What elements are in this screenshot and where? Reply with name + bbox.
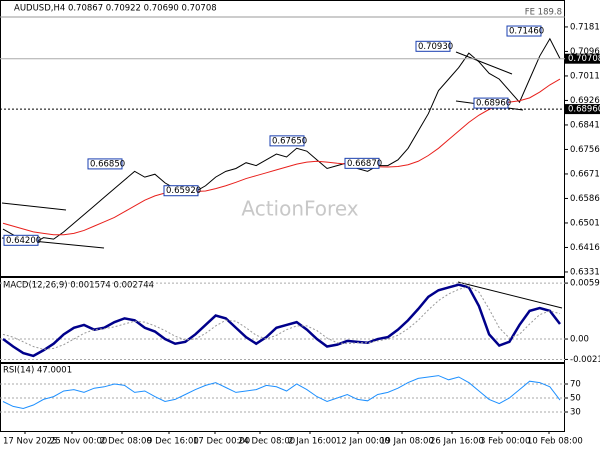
annotation-box — [163, 185, 199, 197]
annotation-box — [3, 234, 39, 246]
series-line — [2, 37, 561, 244]
header: AUDUSD,H4 0.70867 0.70922 0.70690 0.7070… — [14, 4, 217, 14]
annotation-box — [87, 158, 123, 170]
y-tick-label: -0.002177 — [570, 355, 600, 365]
x-tick-label: 25 Nov 00:00 — [50, 437, 107, 447]
annotation-box — [269, 135, 305, 147]
annotation-label: 0.66870 — [347, 159, 382, 169]
y-tick-label: 0.005964 — [570, 279, 600, 289]
series-line — [2, 285, 561, 350]
x-tick-label: 3 Feb 00:00 — [480, 437, 530, 447]
annotation-label: 0.66850 — [90, 159, 125, 169]
trendline — [455, 51, 513, 75]
x-tick-label: 10 Feb 08:00 — [527, 437, 583, 447]
annotation-label: 0.71460 — [509, 27, 544, 37]
annotation-box — [473, 97, 509, 109]
x-tick-label: 12 Jan 00:00 — [336, 437, 390, 447]
x-tick-label: 19 Jan 08:00 — [380, 437, 434, 447]
annotation-label: 0.65920 — [166, 186, 201, 196]
price-panel — [0, 0, 565, 277]
y-tick-label: 30 — [570, 408, 581, 418]
watermark: ActionForex — [241, 197, 358, 221]
price-label: 0.70708 — [568, 54, 600, 64]
x-tick-label: 26 Jan 16:00 — [430, 437, 484, 447]
fe-label: FE 189.8 — [525, 8, 562, 18]
x-tick-label: 17 Dec 00:00 — [193, 437, 250, 447]
macd-title: MACD(12,26,9) 0.001574 0.002744 — [3, 281, 154, 291]
annotation-label: 0.70930 — [418, 42, 453, 52]
y-tick-label: 0.00 — [570, 335, 589, 345]
annotation-label: 0.67650 — [272, 136, 307, 146]
annotation-label: 0.64200 — [6, 236, 41, 246]
level-label: 0.68960 — [568, 105, 600, 115]
trendline — [1, 202, 67, 211]
price-box — [565, 53, 600, 64]
y-tick-label: 70 — [570, 379, 581, 389]
trendline — [457, 281, 563, 309]
series-line — [2, 283, 561, 358]
y-tick-label: 50 — [570, 394, 581, 404]
annotation-box — [344, 157, 380, 169]
series-line — [2, 375, 561, 410]
level-box — [565, 104, 600, 115]
annotation-box — [415, 40, 451, 52]
x-tick-label: 24 Dec 08:00 — [238, 437, 295, 447]
x-tick-label: 2 Jan 16:00 — [288, 437, 336, 447]
series-line — [2, 78, 561, 236]
x-tick-label: 2 Dec 08:00 — [100, 437, 152, 447]
annotation-label: 0.68960 — [476, 99, 511, 109]
macd-panel — [0, 277, 565, 363]
x-tick-label: 17 Nov 2025 — [3, 437, 57, 447]
annotation-box — [506, 25, 542, 37]
rsi-title: RSI(14) 47.0001 — [3, 366, 72, 376]
x-tick-label: 9 Dec 16:00 — [147, 437, 199, 447]
